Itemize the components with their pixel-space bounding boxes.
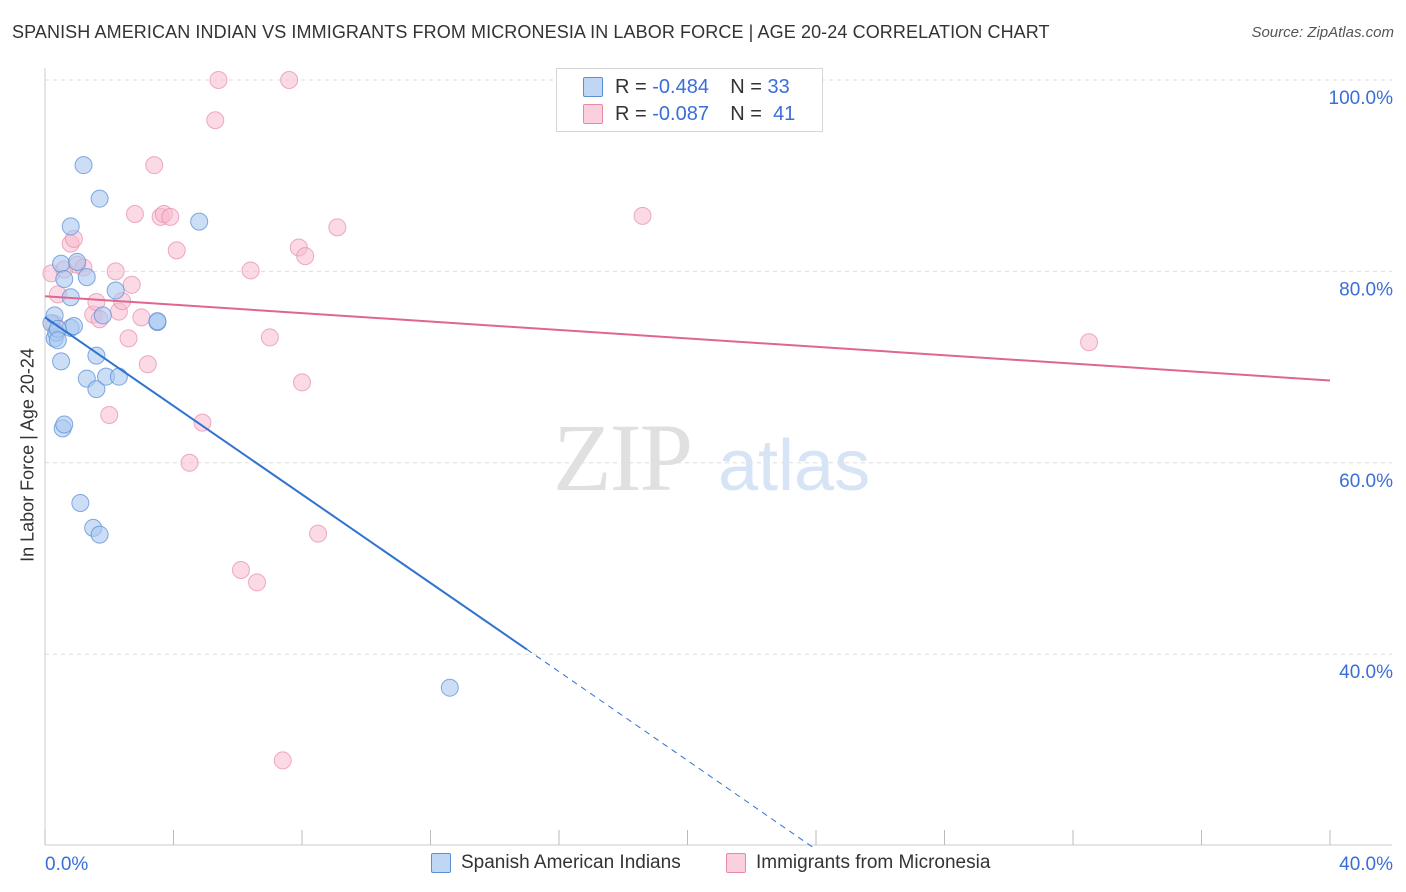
- watermark-zip: ZIP: [553, 404, 691, 511]
- spanish-american-indian-point: [48, 331, 67, 350]
- legend-row-spanish-american-indians: R = -0.484 N = 33: [583, 74, 790, 100]
- spanish-american-indian-point: [68, 252, 87, 271]
- spanish-american-indian-point: [93, 306, 112, 325]
- series-legend: Spanish American Indians Immigrants from…: [0, 852, 1406, 878]
- spanish-american-indian-point: [440, 678, 459, 697]
- micronesia-point: [206, 111, 225, 130]
- tick-labels: 100.0% 80.0% 60.0% 40.0% 0.0% 40.0%: [45, 88, 1393, 875]
- y-tick-label: 100.0%: [1329, 88, 1394, 109]
- micronesia-point: [328, 218, 347, 237]
- micronesia-point: [280, 71, 299, 89]
- micronesia-point: [231, 560, 250, 579]
- micronesia-point: [106, 262, 125, 281]
- micronesia-point: [248, 573, 267, 592]
- r-label: R =: [615, 75, 647, 98]
- micronesia-point: [125, 204, 144, 223]
- n-label: N =: [730, 75, 762, 98]
- y-tick-label: 40.0%: [1339, 662, 1393, 683]
- micronesia-point: [138, 355, 157, 374]
- spanish-american-indian-points: [42, 156, 459, 697]
- y-tick-label: 80.0%: [1339, 279, 1393, 300]
- spanish-american-indian-point: [90, 525, 109, 544]
- micronesia-point: [100, 405, 119, 424]
- spanish-american-indian-point: [74, 156, 93, 175]
- spanish-american-indian-point: [71, 493, 90, 512]
- spanish-american-indian-point: [148, 312, 167, 331]
- micronesia-point: [1080, 333, 1099, 352]
- r-label: R =: [615, 102, 647, 125]
- spanish-american-indian-point: [190, 212, 209, 231]
- pink-swatch: [726, 853, 746, 873]
- correlation-legend: R = -0.484 N = 33 R = -0.087 N = 41: [556, 68, 823, 132]
- r-value: -0.484: [652, 75, 709, 98]
- micronesia-point: [296, 247, 315, 266]
- spanish-american-indian-point: [77, 268, 96, 287]
- blue-swatch: [431, 853, 451, 873]
- r-value: -0.087: [652, 102, 709, 125]
- micronesia-point: [309, 524, 328, 543]
- micronesia-point: [241, 261, 260, 280]
- legend-item-spanish-american-indians: Spanish American Indians: [431, 852, 681, 874]
- spanish-american-indian-point: [52, 254, 71, 273]
- n-label: N =: [730, 102, 762, 125]
- y-axis-label-text: In Labor Force | Age 20-24: [17, 348, 38, 562]
- spanish-american-indian-point: [61, 217, 80, 236]
- micronesia-point: [132, 308, 151, 327]
- watermark-atlas: atlas: [718, 426, 870, 506]
- micronesia-point: [145, 156, 164, 175]
- x-tick-label: 0.0%: [45, 854, 88, 875]
- source-credit: Source: ZipAtlas.com: [1251, 24, 1394, 41]
- n-value: 33: [767, 75, 790, 98]
- pink-swatch: [583, 104, 603, 124]
- chart-title: SPANISH AMERICAN INDIAN VS IMMIGRANTS FR…: [12, 22, 1050, 42]
- micronesia-point: [193, 413, 212, 432]
- spanish-american-indian-point: [55, 270, 74, 289]
- trend-lines: [44, 295, 1331, 850]
- micronesia-point: [167, 241, 186, 260]
- legend-label: Immigrants from Micronesia: [756, 852, 991, 873]
- blue-trend-extension: [526, 649, 817, 850]
- micronesia-point: [273, 751, 292, 770]
- legend-row-micronesia: R = -0.087 N = 41: [583, 101, 795, 127]
- axes: [44, 68, 1392, 846]
- micronesia-point: [161, 207, 180, 226]
- spanish-american-indian-point: [87, 380, 106, 399]
- pink-trend-line: [44, 295, 1331, 382]
- spanish-american-indian-point: [87, 346, 106, 365]
- micronesia-point: [209, 71, 228, 89]
- x-tick-label: 40.0%: [1339, 854, 1393, 875]
- blue-trend-line: [44, 316, 528, 651]
- spanish-american-indian-point: [106, 281, 125, 300]
- n-value: 41: [773, 102, 796, 125]
- micronesia-point: [119, 329, 138, 348]
- micronesia-point: [180, 453, 199, 472]
- blue-swatch: [583, 77, 603, 97]
- legend-item-micronesia: Immigrants from Micronesia: [726, 852, 990, 874]
- y-tick-label: 60.0%: [1339, 471, 1393, 492]
- micronesia-point: [122, 275, 141, 294]
- spanish-american-indian-point: [52, 352, 71, 371]
- spanish-american-indian-point: [109, 367, 128, 386]
- micronesia-point: [633, 206, 652, 225]
- micronesia-point: [293, 373, 311, 392]
- spanish-american-indian-point: [55, 415, 74, 434]
- legend-label: Spanish American Indians: [461, 852, 681, 873]
- spanish-american-indian-point: [90, 189, 109, 208]
- micronesia-point: [260, 328, 279, 347]
- spanish-american-indian-point: [64, 316, 83, 335]
